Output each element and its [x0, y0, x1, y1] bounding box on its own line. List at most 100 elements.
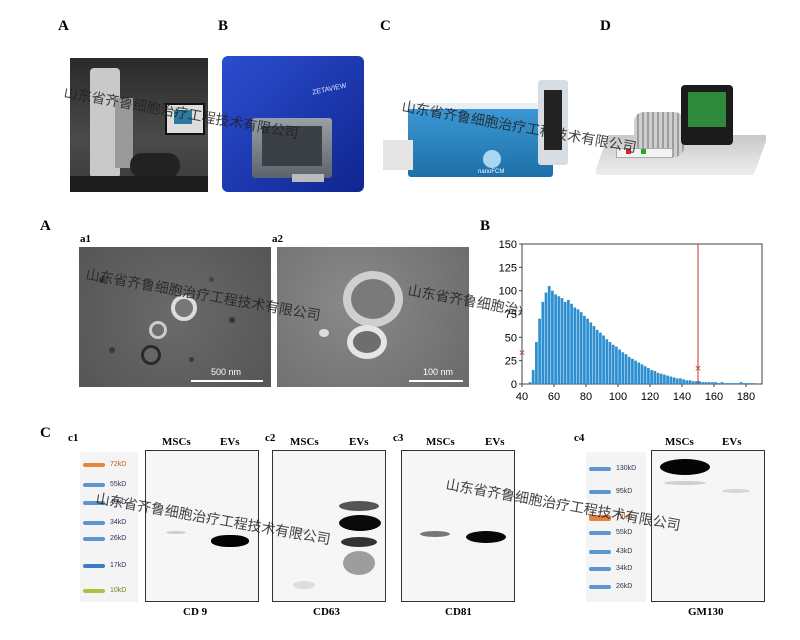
histogram-bar	[599, 332, 602, 384]
col-header-evs: EVs	[220, 436, 240, 448]
histogram-bar	[551, 290, 554, 384]
histogram-bar	[707, 382, 711, 384]
histogram-bar	[752, 383, 756, 384]
blot-label-c2: c2	[265, 432, 276, 444]
marker-ladder-1: 72kD 55kD 40kD 34kD 26kD 17kD 10kD	[80, 452, 138, 602]
photo-nanofcm-instrument: nanoFCM	[378, 75, 586, 187]
blot-label-c3: c3	[393, 432, 404, 444]
histogram-bar	[573, 307, 577, 384]
marker-ladder-2: 130kD 95kD 72kD 55kD 43kD 34kD 26kD	[586, 452, 646, 602]
histogram-bar	[611, 344, 615, 384]
photo-electrophoresis-apparatus	[596, 80, 766, 180]
x-tick-label: 120	[641, 391, 659, 403]
photo-transmission-electron-microscope	[70, 58, 208, 192]
cursor-marker: ×	[694, 364, 702, 374]
histogram-bar	[691, 381, 695, 384]
em-scale-a1: 500 nm	[211, 367, 242, 377]
histogram-bar	[733, 383, 737, 384]
y-tick-label: 0	[511, 379, 517, 391]
histogram-bar	[730, 383, 733, 384]
histogram-bar	[528, 382, 532, 384]
y-tick-label: 25	[505, 356, 517, 368]
ladder-mark-text: 26kD	[110, 535, 127, 542]
device-label-zetaview: ZETAVIEW	[311, 82, 348, 97]
histogram-bar	[663, 374, 666, 384]
ladder-mark-text: 130kD	[616, 465, 637, 472]
em-scale-a2: 100 nm	[423, 367, 454, 377]
histogram-bar	[544, 292, 548, 384]
col-header-mscs: MSCs	[290, 436, 319, 448]
x-tick-label: 140	[673, 391, 691, 403]
histogram-bar	[541, 301, 545, 384]
histogram-bar	[656, 372, 660, 384]
histogram-bar	[557, 296, 561, 384]
histogram-bar	[538, 318, 541, 384]
histogram-bar	[618, 349, 621, 384]
panel-label-top-c: C	[380, 18, 391, 34]
histogram-bar	[688, 380, 692, 384]
histogram-bar	[586, 318, 589, 384]
histogram-bar	[531, 370, 535, 384]
histogram-bar	[643, 366, 647, 384]
histogram-bar	[579, 312, 583, 384]
em-image-a1: 500 nm	[79, 247, 271, 387]
histogram-bar	[746, 383, 749, 384]
histogram-chart: 0 25 50 75 100 125 150 40 60 80 100 120 140 160 180 × ×	[499, 239, 763, 403]
blot-cd63	[272, 450, 386, 602]
blot-name-gm130: GM130	[688, 606, 724, 618]
histogram-bar	[711, 382, 714, 384]
ladder-mark-text: 17kD	[110, 562, 127, 569]
histogram-bar	[682, 379, 685, 384]
histogram-bar	[560, 298, 564, 384]
photo-zetaview-analyzer: ZETAVIEW	[222, 56, 364, 192]
blot-cd81	[401, 450, 515, 602]
x-tick-label: 100	[609, 391, 627, 403]
histogram-bar	[717, 383, 721, 384]
histogram-bar	[605, 339, 609, 384]
x-tick-label: 60	[548, 391, 560, 403]
y-tick-label: 125	[499, 262, 517, 274]
histogram-bar	[704, 382, 708, 384]
histogram-bar	[602, 335, 605, 384]
histogram-bar	[659, 373, 663, 384]
x-tick-label: 180	[737, 391, 755, 403]
ladder-mark-text: 72kD	[110, 461, 127, 468]
histogram-bar	[631, 358, 634, 384]
ladder-mark-text: 10kD	[110, 587, 127, 594]
histogram-bar	[583, 315, 586, 384]
histogram-bar	[723, 383, 727, 384]
histogram-bar	[653, 370, 657, 384]
y-tick-label: 100	[499, 286, 517, 298]
ladder-mark-text: 72kD	[616, 514, 633, 521]
histogram-bar	[701, 382, 705, 384]
histogram-bar	[615, 346, 618, 384]
histogram-bar	[640, 364, 644, 384]
histogram-bar	[637, 362, 641, 384]
em-image-a2: 100 nm	[277, 247, 469, 387]
histogram-bar	[727, 383, 730, 384]
col-header-mscs: MSCs	[162, 436, 191, 448]
col-header-mscs: MSCs	[426, 436, 455, 448]
ladder-mark-text: 34kD	[110, 519, 127, 526]
panel-label-top-d: D	[600, 18, 611, 34]
panel-label-top-b: B	[218, 18, 229, 34]
histogram-bar	[650, 370, 653, 384]
y-tick-label: 75	[505, 309, 517, 321]
histogram-bar	[669, 376, 673, 384]
histogram-bar	[634, 360, 637, 384]
ladder-mark-text: 55kD	[110, 481, 127, 488]
histogram-bar	[679, 378, 682, 384]
histogram-bar	[739, 382, 743, 384]
col-header-evs: EVs	[485, 436, 505, 448]
x-tick-label: 160	[705, 391, 723, 403]
histogram-bar	[592, 326, 596, 384]
blot-label-c1: c1	[68, 432, 79, 444]
histogram-bar	[666, 375, 669, 384]
histogram-bar	[570, 303, 573, 384]
histogram-bar	[675, 378, 679, 384]
y-tick-label: 50	[505, 332, 517, 344]
histogram-bar	[698, 381, 701, 384]
cursor-marker: ×	[518, 348, 526, 358]
section-label-blots: C	[40, 425, 51, 441]
col-header-evs: EVs	[722, 436, 742, 448]
